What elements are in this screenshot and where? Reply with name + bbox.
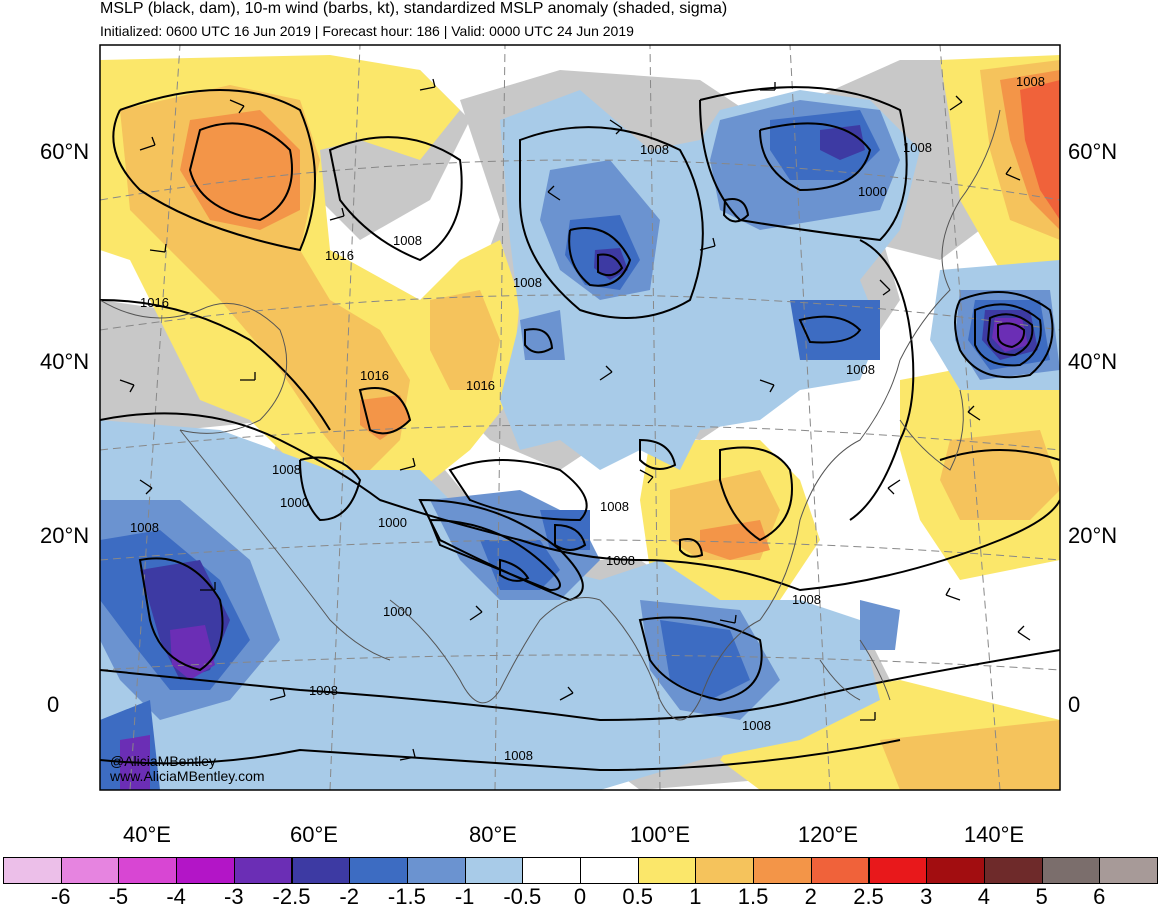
map-subtitle: Initialized: 0600 UTC 16 Jun 2019 | Fore… <box>100 23 634 39</box>
isobar-label: 1008 <box>393 233 422 248</box>
lat-label-left: 20°N <box>40 523 90 548</box>
isobar-label: 1008 <box>130 520 159 535</box>
wind-barbs <box>119 78 1031 761</box>
colorbar-label: -1 <box>454 884 475 909</box>
colorbar-label: 4 <box>977 884 991 909</box>
isobar-label: 1008 <box>606 553 635 568</box>
colorbar-label: -6 <box>50 884 71 909</box>
colorbar-label: 6 <box>1093 884 1106 909</box>
colorbar-label: 2.5 <box>853 884 884 909</box>
colorbar-box <box>60 857 120 884</box>
lat-label-right: 20°N <box>1068 523 1118 548</box>
isobar-label: 1008 <box>903 140 932 155</box>
lon-label: 120°E <box>797 822 859 847</box>
lat-label-right: 40°N <box>1068 349 1118 374</box>
colorbar-label: -0.5 <box>503 884 542 909</box>
colorbar-label: -2 <box>339 884 359 909</box>
colorbar-box <box>926 857 985 884</box>
colorbar-label: -4 <box>166 884 186 909</box>
colorbar-label: 0.5 <box>622 884 653 909</box>
colorbar-label: 0 <box>573 884 587 909</box>
lon-label: 40°E <box>123 822 171 847</box>
colorbar-label: -3 <box>224 884 244 909</box>
colorbar-label: 1.5 <box>737 884 769 909</box>
colorbar-label: -2.5 <box>272 884 311 909</box>
isobar-label: 1016 <box>140 295 169 310</box>
isobar-labels: 1008 1016 1008 1016 1016 1016 1008 1008 … <box>130 74 1045 763</box>
isobar-label: 1008 <box>600 499 629 514</box>
lon-label: 100°E <box>629 822 691 847</box>
lon-label: 140°E <box>963 822 1025 847</box>
colorbar-box <box>3 857 62 884</box>
colorbar-box <box>176 857 235 884</box>
lat-label-left: 40°N <box>40 349 90 374</box>
map-title: MSLP (black, dam), 10-m wind (barbs, kt)… <box>100 0 728 17</box>
isobar-label: 1008 <box>272 462 301 477</box>
positive-anomaly <box>100 55 1060 790</box>
isobar-label: 1016 <box>466 378 495 393</box>
isobar-label: 1008 <box>309 683 338 698</box>
negative-anomaly <box>100 90 1060 790</box>
lat-label-right: 0 <box>1068 692 1081 717</box>
colorbar-box <box>464 857 524 884</box>
colorbar-box <box>406 857 466 884</box>
lon-label: 60°E <box>290 822 338 847</box>
colorbar-box <box>983 857 1043 884</box>
lat-label-left: 0 <box>47 692 60 717</box>
lat-label-right: 60°N <box>1068 139 1118 164</box>
colorbar-box <box>118 857 178 884</box>
isobar-label: 1000 <box>378 515 407 530</box>
colorbar-box <box>233 857 293 884</box>
colorbar-label: 5 <box>1035 884 1048 909</box>
colorbar-box <box>810 857 870 884</box>
credit-site: www.AliciaMBentley.com <box>110 768 265 784</box>
isobars <box>100 86 1060 772</box>
colorbar-box <box>291 857 351 884</box>
map-frame <box>99 44 1061 791</box>
isobar-label: 1008 <box>742 718 771 733</box>
coastlines <box>100 109 1001 721</box>
colorbar-box <box>1041 857 1101 884</box>
colorbar-box <box>522 857 581 884</box>
credit-handle: @AliciaMBentley <box>110 753 217 769</box>
colorbar-box <box>868 857 928 884</box>
colorbar-box <box>349 857 408 884</box>
isobar-label: 1016 <box>325 248 354 263</box>
isobar-label: 1016 <box>360 368 389 383</box>
colorbar-label: -5 <box>108 884 129 909</box>
isobar-label: 1008 <box>1016 74 1045 89</box>
isobar-label: 1008 <box>513 275 542 290</box>
lon-label: 80°E <box>469 822 517 847</box>
colorbar-label: -1.5 <box>387 884 426 909</box>
colorbar-label: 1 <box>689 884 702 909</box>
lat-label-left: 60°N <box>40 139 90 164</box>
colorbar-label: 2 <box>804 884 817 909</box>
graticule <box>100 45 1060 790</box>
isobar-label: 1008 <box>846 362 875 377</box>
isobar-label: 1008 <box>504 748 533 763</box>
isobar-label: 1000 <box>858 184 887 199</box>
colorbar-box <box>753 857 812 884</box>
colorbar-label: 3 <box>920 884 933 909</box>
isobar-label: 1000 <box>383 604 412 619</box>
colorbar-box <box>580 857 639 884</box>
colorbar-box <box>1099 857 1158 884</box>
colorbar-box <box>695 857 755 884</box>
colorbar-box <box>637 857 697 884</box>
isobar-label: 1000 <box>280 495 309 510</box>
isobar-label: 1008 <box>792 592 821 607</box>
map-area: 1008 1016 1008 1016 1016 1016 1008 1008 … <box>100 45 1060 790</box>
isobar-label: 1008 <box>640 142 669 157</box>
